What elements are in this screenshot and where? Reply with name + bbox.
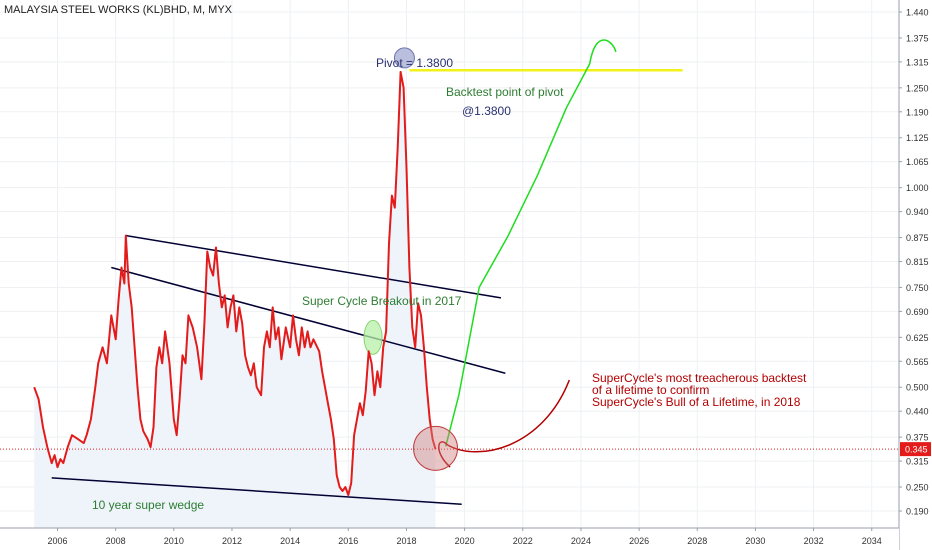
y-tick-label: 1.190 bbox=[906, 107, 929, 117]
x-tick-label: 2028 bbox=[687, 536, 707, 546]
y-tick-label: 0.315 bbox=[906, 457, 929, 467]
trendline bbox=[125, 234, 502, 299]
x-tick-label: 2010 bbox=[164, 536, 184, 546]
chart-title: MALAYSIA STEEL WORKS (KL)BHD, M, MYX bbox=[4, 4, 232, 16]
x-tick-label: 2008 bbox=[106, 536, 126, 546]
x-axis-background bbox=[0, 528, 899, 550]
y-tick-label: 1.065 bbox=[906, 157, 929, 167]
y-tick-label: 0.625 bbox=[906, 333, 929, 343]
x-tick-label: 2018 bbox=[396, 536, 416, 546]
x-tick-label: 2034 bbox=[862, 536, 882, 546]
x-tick-label: 2006 bbox=[47, 536, 67, 546]
x-tick-label: 2030 bbox=[745, 536, 765, 546]
supercycle-annotation-line1: SuperCycle's most treacherous backtest bbox=[592, 371, 807, 385]
y-tick-label: 0.875 bbox=[906, 233, 929, 243]
x-tick-label: 2022 bbox=[513, 536, 533, 546]
y-tick-label: 0.440 bbox=[906, 407, 929, 417]
y-tick-label: 1.375 bbox=[906, 33, 929, 43]
pivot-annotation: Pivot = 1.3800 bbox=[376, 56, 453, 70]
y-tick-label: 1.315 bbox=[906, 57, 929, 67]
trendline bbox=[51, 477, 462, 505]
y-tick-label: 0.565 bbox=[906, 357, 929, 367]
y-tick-label: 0.375 bbox=[906, 433, 929, 443]
backtest-annotation-line1: Backtest point of pivot bbox=[446, 85, 564, 99]
breakout-marker bbox=[363, 319, 383, 355]
x-tick-label: 2014 bbox=[280, 536, 300, 546]
supercycle-annotation-line3: SuperCycle's Bull of a Lifetime, in 2018 bbox=[592, 395, 801, 409]
y-tick-label: 0.750 bbox=[906, 283, 929, 293]
y-tick-label: 1.125 bbox=[906, 133, 929, 143]
x-tick-label: 2024 bbox=[571, 536, 591, 546]
y-tick-label: 0.940 bbox=[906, 207, 929, 217]
y-tick-label: 1.250 bbox=[906, 83, 929, 93]
x-axis: 2006 2008 2010 2012 2014 2016 2018 2020 2022 2024… bbox=[0, 527, 899, 550]
breakout-annotation: Super Cycle Breakout in 2017 bbox=[302, 294, 462, 308]
x-tick-label: 2032 bbox=[804, 536, 824, 546]
x-tick-label: 2020 bbox=[455, 536, 475, 546]
price-area-fill bbox=[34, 71, 436, 529]
y-tick-label: 0.500 bbox=[906, 383, 929, 393]
trendline bbox=[111, 266, 506, 375]
y-axis: 0.190 0.250 0.315 0.375 0.440 0.500 0.565 0.625… bbox=[898, 0, 932, 550]
green-projection-curve bbox=[444, 39, 617, 447]
x-tick-label: 2012 bbox=[222, 536, 242, 546]
x-tick-label: 2026 bbox=[629, 536, 649, 546]
price-badge-bg bbox=[900, 442, 931, 457]
supercycle-annotation-line2: of a lifetime to confirm bbox=[592, 383, 709, 397]
current-price-badge: 0.345 bbox=[900, 442, 931, 457]
price-series-line bbox=[33, 70, 437, 496]
chart-annotations: Pivot = 1.3800 Backtest point of pivot @1.… bbox=[92, 56, 807, 512]
pivot-marker bbox=[393, 47, 415, 69]
x-tick-label: 2016 bbox=[338, 536, 358, 546]
price-badge-label: 0.345 bbox=[905, 445, 928, 455]
y-tick-label: 0.690 bbox=[906, 307, 929, 317]
backtest-curve bbox=[438, 379, 571, 468]
y-tick-label: 0.815 bbox=[906, 257, 929, 267]
backtest-circle bbox=[413, 425, 459, 471]
y-tick-label: 1.000 bbox=[906, 183, 929, 193]
y-tick-label: 1.440 bbox=[906, 8, 929, 18]
y-axis-background bbox=[899, 0, 932, 550]
backtest-annotation-line2: @1.3800 bbox=[462, 104, 511, 118]
wedge-trendlines bbox=[51, 234, 506, 505]
wedge-annotation: 10 year super wedge bbox=[92, 498, 204, 512]
y-tick-label: 0.250 bbox=[906, 483, 929, 493]
y-tick-label: 0.190 bbox=[906, 507, 929, 517]
